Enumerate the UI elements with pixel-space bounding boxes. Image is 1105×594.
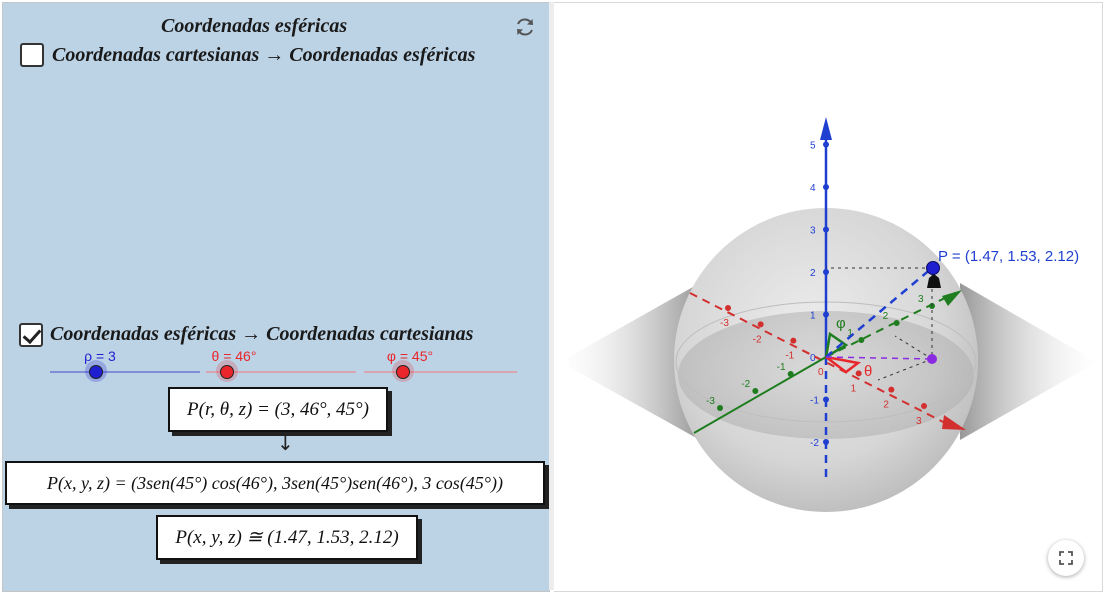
x-tick-label: -1 — [785, 351, 794, 362]
theta-label: θ — [864, 363, 872, 380]
x-tick-label: 2 — [883, 400, 889, 411]
z-tick-label: 3 — [810, 226, 816, 237]
phi-slider-label: φ = 45° — [386, 348, 434, 364]
x-tick-dot — [757, 321, 764, 328]
axes: 5 4 3 2 1 0 -1 -2 -3 -2 -1 0 1 2 3 -3 -2 -1 1 2 3 — [689, 117, 966, 478]
y-drop-line — [894, 335, 933, 360]
x-tick-dot — [790, 337, 797, 344]
plane-right — [960, 283, 1097, 440]
phi-slider-track[interactable] — [364, 371, 517, 373]
formula-spherical: P(r, θ, z) = (3, 46°, 45°) — [168, 387, 388, 432]
z-tick-label: 2 — [810, 268, 816, 279]
z-tick-dot — [823, 311, 829, 318]
rho-slider-track[interactable] — [50, 371, 200, 373]
theta-slider-label: θ = 46° — [211, 348, 257, 364]
z-tick-label: -2 — [810, 438, 819, 449]
phi-angle-marker — [824, 331, 849, 360]
y-axis-negative-line — [693, 356, 827, 434]
rho-segment — [825, 267, 933, 358]
option2-label: Coordenadas esféricas → Coordenadas cart… — [50, 323, 474, 345]
refresh-icon[interactable] — [513, 15, 537, 39]
y-tick-label: 2 — [883, 311, 889, 322]
x-tick-label: 3 — [916, 416, 922, 427]
option1-label: Coordenadas cartesianas → Coordenadas es… — [52, 44, 476, 66]
z-tick-label: 4 — [810, 183, 816, 194]
fullscreen-button[interactable] — [1048, 540, 1084, 576]
x-tick-dot — [855, 370, 862, 377]
y-axis-arrow-icon — [942, 290, 962, 306]
algebra-panel: Coordenadas esféricas Coordenadas cartes… — [2, 2, 550, 592]
z-tick-label: 1 — [810, 311, 816, 322]
x-tick-dot — [888, 386, 895, 393]
point-P-label: P = (1.47, 1.53, 2.12) — [938, 248, 1079, 265]
formula-spherical-text: P(r, θ, z) = (3, 46°, 45°) — [187, 398, 369, 420]
z-tick-dot — [823, 439, 829, 445]
z-tick-dot — [823, 184, 829, 190]
z-tick-label: -1 — [810, 396, 819, 407]
panel-divider[interactable] — [549, 2, 554, 590]
page-title: Coordenadas esféricas — [161, 15, 348, 37]
y-tick-label: -3 — [706, 396, 715, 407]
x-tick-label: 0 — [818, 367, 824, 378]
fullscreen-icon — [1059, 551, 1073, 565]
formula-cartesian-expression-text: P(x, y, z) = (3sen(45°) cos(46°), 3sen(4… — [46, 472, 503, 493]
point-P[interactable] — [926, 261, 940, 275]
option2-checkbox[interactable] — [19, 323, 43, 347]
z-axis-arrow-icon — [820, 117, 832, 140]
y-tick-label: 1 — [847, 328, 853, 339]
theta-angle-marker — [825, 355, 862, 374]
x-drop-line — [877, 358, 933, 381]
y-tick-dot — [717, 405, 723, 411]
z-tick-label: 5 — [810, 141, 816, 152]
option1-checkbox[interactable] — [20, 43, 44, 67]
pin-icon — [927, 274, 941, 288]
y-tick-dot — [893, 320, 900, 326]
x-tick-label: -2 — [753, 334, 762, 345]
plane-left — [560, 283, 700, 440]
x-tick-dot — [725, 305, 731, 311]
down-arrow-icon: ↓ — [277, 431, 294, 455]
z-tick-label: 0 — [810, 353, 816, 364]
y-tick-dot — [752, 388, 759, 394]
rho-slider-knob[interactable] — [89, 365, 103, 379]
y-tick-label: -2 — [741, 379, 750, 390]
y-tick-label: 3 — [918, 294, 924, 305]
theta-slider-track[interactable] — [206, 371, 356, 373]
z-tick-dot — [823, 396, 829, 403]
projection-segment — [825, 356, 933, 360]
y-tick-dot — [858, 337, 865, 343]
formula-cartesian-expression: P(x, y, z) = (3sen(45°) cos(46°), 3sen(4… — [5, 461, 545, 505]
phi-label: φ — [836, 315, 846, 332]
phi-slider-knob[interactable] — [396, 365, 410, 379]
rho-slider-label: ρ = 3 — [84, 348, 116, 364]
x-tick-label: 1 — [851, 383, 857, 394]
formula-cartesian-result-text: P(x, y, z) ≅ (1.47, 1.53, 2.12) — [175, 527, 399, 548]
x-axis-line — [689, 292, 956, 429]
z-tick-dot — [823, 141, 829, 148]
x-tick-label: -3 — [720, 318, 729, 329]
formula-cartesian-result: P(x, y, z) ≅ (1.47, 1.53, 2.12) — [156, 515, 418, 560]
x-axis-arrow-icon — [942, 415, 966, 430]
z-tick-dot — [823, 226, 829, 233]
y-tick-dot — [787, 371, 794, 377]
y-tick-label: -1 — [777, 362, 786, 373]
x-tick-dot — [921, 403, 927, 409]
theta-slider-knob[interactable] — [220, 365, 234, 379]
projection-point — [927, 354, 937, 364]
z-tick-dot — [823, 269, 829, 275]
y-axis-line — [825, 292, 956, 358]
